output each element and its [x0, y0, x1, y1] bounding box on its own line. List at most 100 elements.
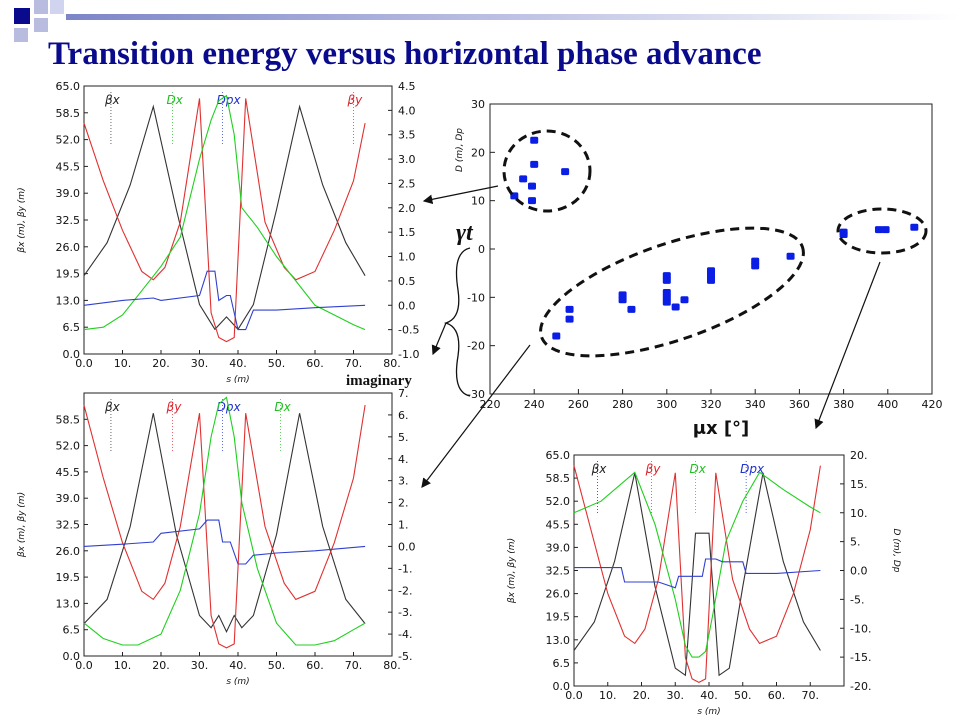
data-point	[565, 305, 574, 313]
x-tick-label: 320	[701, 398, 722, 411]
y2-tick-label: 10.	[850, 507, 868, 520]
legend-label: βx	[591, 462, 608, 476]
y-tick-label: 30	[471, 98, 485, 111]
y2-tick-label: 0.0	[398, 540, 416, 553]
legend-label: βy	[166, 400, 183, 414]
series-line	[83, 94, 366, 331]
y-tick-label: 6.5	[63, 321, 81, 334]
chart-optics_top_left: 0.0 10. 20. 30. 40. 50. 60. 70. 80. 0.0 6.5 13.0 19.…	[17, 80, 419, 385]
y2-tick-label: 15.	[850, 478, 868, 491]
y-tick-label: 26.0	[546, 588, 571, 601]
y-tick-label: 32.5	[546, 565, 571, 578]
data-point	[527, 197, 536, 205]
plot-frame	[83, 85, 393, 355]
y2-tick-label: 2.	[398, 497, 409, 510]
x-tick-label: 50.	[268, 357, 286, 370]
y2-tick-label: -15.	[850, 651, 871, 664]
y-tick-label: 52.0	[56, 134, 81, 147]
y2-tick-label: 3.5	[398, 129, 416, 142]
legend-label: Dpx	[740, 462, 765, 476]
y-tick-label: 0.0	[63, 650, 81, 663]
y2-tick-label: -1.	[398, 562, 412, 575]
x-axis-label: μx [°]	[693, 418, 750, 439]
group-ellipse	[502, 129, 592, 213]
y-tick-label: 13.0	[546, 634, 571, 647]
y-tick-label: 58.5	[546, 472, 571, 485]
data-point	[881, 226, 890, 234]
data-point	[565, 315, 574, 323]
series-line	[573, 472, 821, 677]
y-tick-label: 0.0	[553, 680, 571, 693]
series-line	[573, 471, 821, 658]
y2-tick-label: -2.	[398, 584, 412, 597]
x-axis-label: s (m)	[226, 375, 249, 385]
y-tick-label: 65.0	[56, 80, 81, 93]
y2-tick-label: -20.	[850, 680, 871, 693]
legend-label: βx	[104, 400, 121, 414]
legend-label: Dx	[167, 93, 184, 107]
gamma-t-label: γt	[456, 220, 473, 246]
x-tick-label: 50.	[268, 659, 286, 672]
imaginary-label: imaginary	[346, 373, 412, 389]
data-point	[527, 182, 536, 190]
x-tick-label: 340	[745, 398, 766, 411]
y2-tick-label: 2.5	[398, 177, 416, 190]
y2-tick-label: 5.	[398, 431, 409, 444]
data-point	[561, 168, 570, 176]
y-tick-label: 13.0	[56, 294, 81, 307]
y-tick-label: 26.0	[56, 241, 81, 254]
x-tick-label: 220	[480, 398, 501, 411]
x-tick-label: 420	[922, 398, 943, 411]
y2-tick-label: 0.5	[398, 275, 416, 288]
y2-tick-label: -0.5	[398, 324, 419, 337]
data-point	[751, 262, 760, 270]
y-tick-label: 58.5	[56, 107, 81, 120]
y-tick-label: 65.0	[546, 449, 571, 462]
y2-tick-label: 1.	[398, 519, 409, 532]
x-tick-label: 0.0	[75, 357, 93, 370]
x-axis-label: s (m)	[697, 707, 720, 717]
x-tick-label: 80.	[383, 357, 401, 370]
series-line	[83, 396, 366, 646]
y-tick-label: 0.0	[63, 348, 81, 361]
y-tick-label: -30	[467, 388, 485, 401]
y2-tick-label: 6.	[398, 409, 409, 422]
data-point	[662, 298, 671, 306]
y-tick-label: -20	[467, 340, 485, 353]
legend-label: βy	[645, 462, 662, 476]
data-point	[910, 223, 919, 231]
y-tick-label: 52.0	[546, 495, 571, 508]
deco-square-dark	[14, 8, 30, 24]
brace	[443, 247, 471, 397]
y-tick-label: -10	[467, 291, 485, 304]
series-line	[83, 270, 366, 331]
deco-square-light	[34, 0, 48, 14]
y2-tick-label: 1.5	[398, 226, 416, 239]
chart-gamma_t_vs_mux: 220 240 260 280 300 320 340 360 380 400 420-30-20-…	[455, 98, 943, 439]
y2-tick-label: -4.	[398, 628, 412, 641]
x-tick-label: 20.	[152, 659, 170, 672]
y-tick-label: 39.0	[546, 541, 571, 554]
x-tick-label: 30.	[191, 659, 209, 672]
y2-tick-label: 20.	[850, 449, 868, 462]
y-tick-label: 6.5	[553, 657, 571, 670]
y-tick-label: 19.5	[546, 611, 571, 624]
x-axis-label: s (m)	[226, 677, 249, 687]
data-point	[618, 296, 627, 304]
series-line	[83, 104, 366, 331]
x-tick-label: 50.	[734, 689, 752, 702]
y-tick-label: 45.5	[546, 518, 571, 531]
x-tick-label: 80.	[383, 659, 401, 672]
y2-tick-label: 1.0	[398, 251, 416, 264]
slide-title: Transition energy versus horizontal phas…	[48, 36, 762, 72]
data-point	[519, 175, 528, 183]
y-tick-label: 13.0	[56, 597, 81, 610]
y2-tick-label: -1.0	[398, 348, 419, 361]
x-tick-label: 40.	[229, 659, 247, 672]
deco-square-dark	[50, 0, 64, 14]
x-tick-label: 0.0	[565, 689, 583, 702]
x-tick-label: 400	[877, 398, 898, 411]
y2-tick-label: 4.5	[398, 80, 416, 93]
deco-square-light	[14, 28, 28, 42]
